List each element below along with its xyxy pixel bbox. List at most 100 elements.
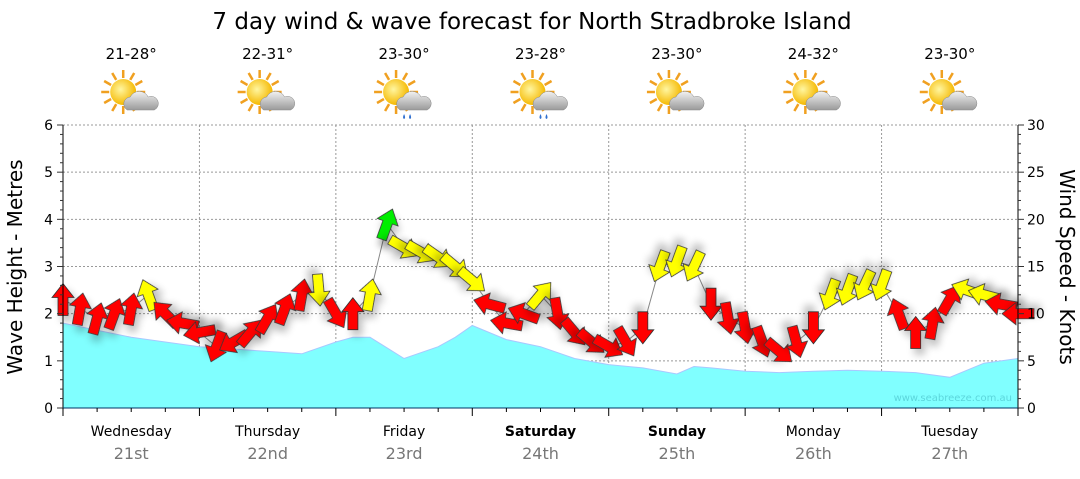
sun-ray: [401, 72, 409, 81]
wind-arrow: [456, 265, 486, 292]
watermark: www.seabreeze.com.au: [894, 393, 1012, 404]
sun-ray: [929, 72, 936, 81]
sun-ray: [649, 97, 658, 105]
wind-arrow: [274, 293, 297, 327]
date-label: 23rd: [386, 444, 423, 463]
y-tick-label-right: 5: [1027, 354, 1036, 370]
sun-ray: [520, 103, 527, 112]
sun-ray: [811, 72, 818, 81]
cloud-icon: [396, 91, 432, 111]
wind-arrow: [473, 292, 507, 316]
sun-ray: [512, 79, 522, 87]
wind-arrow: [376, 208, 399, 242]
sun-cloud-rain-icon: [374, 70, 432, 119]
wind-arrow: [763, 336, 793, 363]
y-tick-label-left: 6: [44, 118, 53, 134]
cloud-icon: [805, 91, 841, 111]
wind-arrow: [785, 324, 809, 359]
wind-arrow: [68, 292, 93, 326]
sun-ray: [383, 72, 391, 81]
y-tick-label-right: 30: [1027, 118, 1045, 134]
sun-ray: [383, 103, 391, 112]
sun-ray: [785, 79, 794, 87]
y-axis-label-left: Wave Height - Metres: [3, 159, 27, 374]
wind-arrow: [119, 292, 144, 326]
wind-arrow: [136, 279, 159, 313]
y-tick-label-left: 2: [44, 307, 53, 323]
date-label: 21st: [114, 444, 149, 463]
sun-ray: [680, 79, 689, 87]
y-tick-label-right: 15: [1027, 260, 1045, 276]
wind-arrow: [204, 329, 228, 363]
sun-ray: [512, 97, 522, 105]
temperature-label: 23-30°: [924, 45, 975, 63]
sun-cloud-icon: [646, 70, 705, 114]
wind-arrow: [235, 319, 262, 349]
y-axis-label-right: Wind Speed - Knots: [1055, 169, 1079, 365]
wind-arrow: [630, 311, 655, 345]
cloud-icon: [259, 91, 296, 111]
wind-arrow: [183, 321, 217, 345]
sun-ray: [239, 97, 249, 105]
wind-arrow: [358, 278, 382, 312]
day-label: Wednesday: [91, 424, 172, 440]
sun-ray: [265, 72, 272, 81]
sun-ray: [111, 103, 118, 112]
y-tick-label-left: 5: [44, 165, 53, 181]
sun-ray: [793, 72, 800, 81]
sun-ray: [103, 97, 112, 105]
sun-cloud-rain-icon: [510, 70, 568, 119]
sun-ray: [785, 97, 794, 105]
y-tick-label-right: 0: [1027, 401, 1036, 417]
sun-ray: [407, 79, 416, 87]
temperature-label: 23-28°: [515, 45, 566, 63]
sun-ray: [376, 79, 385, 87]
wind-arrow: [886, 298, 910, 331]
day-label: Saturday: [505, 424, 576, 440]
sun-cloud-icon: [101, 70, 159, 114]
sun-cloud-icon: [237, 70, 296, 114]
sun-ray: [953, 79, 962, 87]
date-label: 25th: [659, 444, 696, 463]
raindrop-icon: [409, 114, 412, 119]
sun-ray: [656, 103, 664, 112]
day-label: Sunday: [648, 424, 706, 440]
wind-arrow: [648, 249, 671, 283]
sun-ray: [247, 103, 254, 112]
sun-ray: [134, 79, 143, 87]
wind-arrow: [341, 297, 365, 331]
wind-arrow: [853, 268, 877, 301]
sun-ray: [543, 79, 553, 87]
wind-arrow: [921, 306, 945, 341]
y-tick-label-right: 25: [1027, 165, 1045, 181]
sun-ray: [929, 103, 936, 112]
sun-ray: [922, 79, 931, 87]
wind-arrow: [936, 285, 961, 317]
sun-ray: [103, 79, 112, 87]
wind-arrow: [507, 302, 541, 325]
y-tick-label-left: 3: [44, 260, 53, 276]
sun-ray: [538, 72, 545, 81]
day-label: Tuesday: [920, 424, 978, 440]
sun-ray: [656, 72, 664, 81]
wind-arrow: [869, 268, 893, 302]
raindrop-icon: [539, 114, 542, 119]
sun-ray: [239, 79, 249, 87]
sun-ray: [649, 79, 658, 87]
day-label: Thursday: [234, 424, 300, 440]
wind-arrow: [307, 273, 331, 307]
temperature-label: 21-28°: [106, 45, 157, 63]
wind-arrow: [682, 249, 706, 282]
wind-arrow: [103, 298, 126, 331]
sun-ray: [271, 79, 280, 87]
sun-ray: [520, 72, 527, 81]
sun-ray: [376, 97, 385, 105]
y-tick-label-left: 0: [44, 401, 53, 417]
sun-ray: [111, 72, 118, 81]
date-label: 26th: [795, 444, 832, 463]
raindrop-icon: [545, 114, 548, 119]
sun-ray: [129, 72, 136, 81]
cloud-icon: [942, 91, 978, 111]
temperature-label: 23-30°: [379, 45, 430, 63]
